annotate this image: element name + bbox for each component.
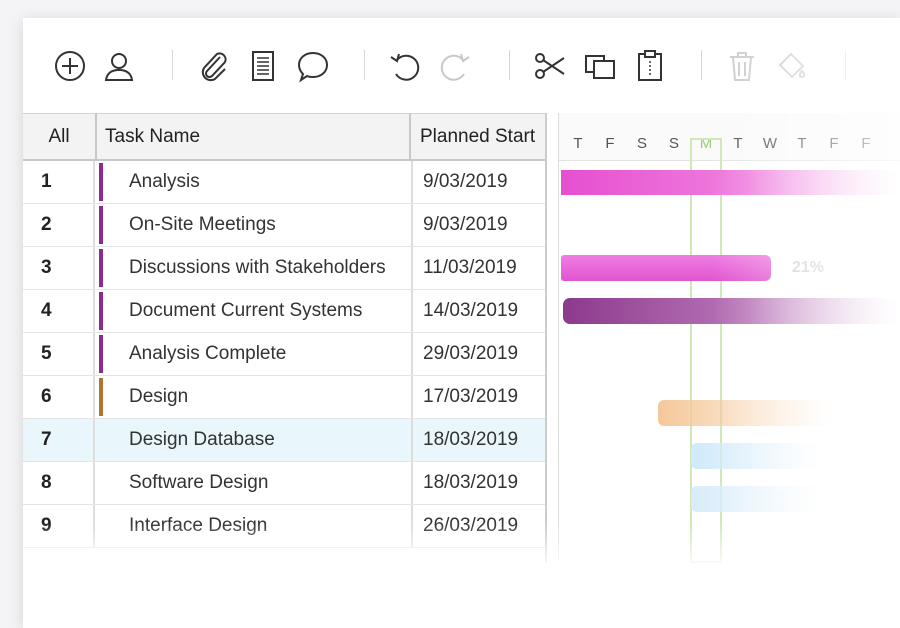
timeline-day-label: S	[668, 135, 679, 152]
user-icon[interactable]	[101, 48, 137, 84]
notes-icon[interactable]	[245, 48, 281, 84]
planned-start-cell[interactable]: 26/03/2019	[411, 505, 545, 547]
row-color-bar	[99, 292, 103, 330]
comment-icon[interactable]	[295, 48, 331, 84]
row-color-bar	[99, 163, 103, 201]
row-number: 1	[23, 161, 95, 203]
task-name-cell[interactable]: Design	[129, 386, 189, 407]
planned-start-cell[interactable]: 9/03/2019	[411, 161, 545, 203]
task-grid: All Task Name Planned Start 1 Analysis 9/0…	[23, 113, 545, 563]
planned-start-cell[interactable]: 29/03/2019	[411, 333, 545, 375]
table-row[interactable]: 3 Discussions with Stakeholders 11/03/2019	[23, 247, 545, 290]
timeline-day-label: W	[762, 135, 778, 152]
row-color-bar	[99, 206, 103, 244]
table-row[interactable]: 2 On-Site Meetings 9/03/2019	[23, 204, 545, 247]
copy-icon[interactable]	[582, 48, 618, 84]
task-name-cell[interactable]: Document Current Systems	[129, 300, 363, 321]
undo-icon[interactable]	[387, 48, 423, 84]
trash-icon[interactable]	[724, 48, 760, 84]
gantt-bar-analysis[interactable]	[561, 170, 900, 195]
task-name-cell[interactable]: Discussions with Stakeholders	[129, 257, 386, 278]
task-name-cell[interactable]: Analysis Complete	[129, 343, 287, 364]
row-number: 9	[23, 505, 95, 547]
toolbar-separator	[364, 50, 365, 80]
toolbar-separator	[509, 50, 510, 80]
table-row[interactable]: 4 Document Current Systems 14/03/2019	[23, 290, 545, 333]
scissors-icon[interactable]	[532, 48, 568, 84]
toolbar-separator	[172, 50, 173, 80]
task-name-cell[interactable]: Software Design	[129, 472, 269, 493]
row-number: 8	[23, 462, 95, 504]
table-row[interactable]: 7 Design Database 18/03/2019	[23, 419, 545, 462]
gantt-bar-document-systems[interactable]	[563, 298, 900, 324]
toolbar	[23, 18, 900, 113]
add-circle-icon[interactable]	[52, 48, 88, 84]
column-header-all[interactable]: All	[23, 113, 97, 161]
table-row[interactable]: 1 Analysis 9/03/2019	[23, 161, 545, 204]
row-number: 4	[23, 290, 95, 332]
timeline-day-label: S	[636, 135, 647, 152]
planned-start-cell[interactable]: 18/03/2019	[411, 419, 545, 461]
row-color-bar	[99, 249, 103, 287]
timeline-day-label: T	[733, 135, 743, 152]
timeline-day-label: F	[861, 135, 871, 152]
gantt-bar-software-design[interactable]	[691, 486, 821, 512]
row-number: 6	[23, 376, 95, 418]
planned-start-cell[interactable]: 17/03/2019	[411, 376, 545, 418]
planned-start-cell[interactable]: 9/03/2019	[411, 204, 545, 246]
gantt-bar-design-database[interactable]	[691, 443, 821, 469]
pane-splitter[interactable]	[545, 113, 559, 563]
planned-start-cell[interactable]: 18/03/2019	[411, 462, 545, 504]
task-name-cell[interactable]: Interface Design	[129, 515, 268, 536]
timeline-day-label: T	[573, 135, 583, 152]
timeline-day-label: T	[797, 135, 807, 152]
task-name-cell[interactable]: Design Database	[129, 429, 275, 450]
column-header-task-name[interactable]: Task Name	[97, 113, 411, 161]
planned-start-cell[interactable]: 11/03/2019	[411, 247, 545, 289]
redo-icon[interactable]	[437, 48, 473, 84]
gantt-bar-design[interactable]	[658, 400, 833, 426]
table-row[interactable]: 8 Software Design 18/03/2019	[23, 462, 545, 505]
paste-icon[interactable]	[632, 48, 668, 84]
gantt-bar-discussions[interactable]	[561, 255, 771, 281]
paperclip-icon[interactable]	[195, 48, 231, 84]
row-color-bar	[99, 335, 103, 373]
fill-color-icon[interactable]	[774, 48, 810, 84]
toolbar-separator	[845, 50, 846, 80]
timeline-day-label: F	[829, 135, 839, 152]
row-number: 5	[23, 333, 95, 375]
row-color-bar	[99, 378, 103, 416]
row-number: 3	[23, 247, 95, 289]
table-row[interactable]: 9 Interface Design 26/03/2019	[23, 505, 545, 548]
planned-start-cell[interactable]: 14/03/2019	[411, 290, 545, 332]
progress-label: 21%	[792, 259, 825, 276]
column-header-planned-start[interactable]: Planned Start	[411, 113, 545, 161]
toolbar-separator	[701, 50, 702, 80]
task-name-cell[interactable]: Analysis	[129, 171, 200, 192]
timeline-day-label: F	[605, 135, 615, 152]
task-name-cell[interactable]: On-Site Meetings	[129, 214, 276, 235]
table-row[interactable]: 5 Analysis Complete 29/03/2019	[23, 333, 545, 376]
table-row[interactable]: 6 Design 17/03/2019	[23, 376, 545, 419]
row-number: 7	[23, 419, 95, 461]
app-window: All Task Name Planned Start 1 Analysis 9/0…	[23, 18, 900, 628]
row-number: 2	[23, 204, 95, 246]
